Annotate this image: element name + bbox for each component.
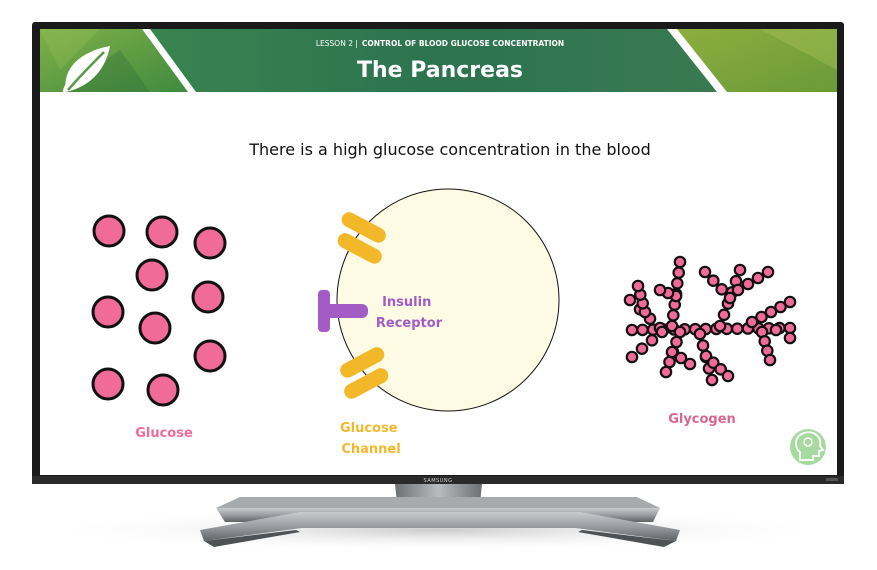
glucose-molecule (146, 373, 180, 407)
glucose-molecule (91, 295, 125, 329)
glucose-channel-label-line2: Channel (341, 442, 400, 457)
glycogen-unit (673, 325, 687, 339)
glucose-channel-label-line1: Glucose (340, 421, 398, 436)
glycogen-unit (673, 255, 687, 269)
glycogen-unit (670, 276, 684, 290)
leaf-icon (62, 46, 110, 93)
glycogen-unit (666, 308, 680, 322)
glycogen-unit (655, 325, 669, 339)
glucose-channel-top (337, 212, 386, 264)
glycogen-unit (751, 271, 765, 285)
glycogen-unit (670, 335, 683, 349)
insulin-receptor-label: Insulin Receptor (376, 295, 443, 331)
glycogen-unit (659, 365, 673, 379)
glucose-molecule (191, 280, 225, 314)
glycogen-unit (674, 351, 688, 365)
lesson-title: CONTROL OF BLOOD GLUCOSE CONCENTRATION (362, 39, 564, 48)
cell (336, 188, 560, 412)
glycogen-unit (635, 342, 649, 355)
glycogen-unit (733, 263, 747, 277)
glycogen-unit (715, 282, 728, 296)
glycogen-unit (717, 308, 731, 322)
glycogen-unit (783, 321, 797, 335)
glycogen-unit (683, 357, 697, 371)
glycogen-unit (663, 355, 676, 369)
glycogen-unit (636, 323, 649, 337)
glycogen-unit (706, 274, 720, 287)
tv-power-led (826, 478, 838, 481)
page-title: The Pancreas (357, 58, 523, 83)
insulin-receptor (318, 290, 368, 332)
glucose-channel-bottom (340, 347, 389, 399)
glycogen-unit (783, 295, 797, 309)
glucose-channel-label: Glucose Channel (340, 421, 402, 457)
glycogen-unit (763, 353, 777, 367)
glucose-molecule (92, 214, 126, 248)
slide-statement: There is a high glucose concentration in… (248, 140, 650, 159)
glycogen-unit (755, 310, 768, 324)
glucose-molecule (145, 215, 179, 249)
tv-brand: SAMSUNG (424, 478, 453, 484)
glycogen-unit (721, 369, 735, 383)
glycogen-unit (730, 322, 744, 335)
glycogen-unit (696, 339, 710, 352)
head-brain-icon (790, 429, 826, 465)
glycogen-unit (623, 293, 637, 307)
glycogen-unit (625, 323, 639, 337)
slide-screen: LESSON 2 | CONTROL OF BLOOD GLUCOSE CONCE… (40, 29, 837, 475)
glycogen-unit (764, 305, 778, 319)
glycogen-unit (761, 265, 775, 279)
glycogen-unit (653, 283, 667, 297)
glycogen-unit (705, 373, 719, 387)
glucose-molecule (193, 339, 227, 373)
glycogen-molecule (623, 255, 797, 387)
glucose-molecule (138, 311, 172, 345)
glycogen-unit (672, 266, 685, 279)
glycogen-unit (783, 331, 797, 345)
glucose-molecule (91, 367, 125, 401)
glycogen-unit (741, 277, 755, 291)
glycogen-unit (698, 265, 712, 279)
glucose-label: Glucose (135, 426, 193, 441)
glycogen-unit (723, 291, 737, 305)
glycogen-unit (693, 327, 707, 341)
glycogen-unit (769, 323, 783, 337)
insulin-receptor-label-line2: Receptor (376, 316, 443, 331)
glycogen-unit (631, 279, 645, 293)
lesson-number: LESSON 2 | (316, 39, 358, 48)
glycogen-unit (774, 300, 787, 314)
glycogen-unit (745, 315, 759, 329)
slide-header: LESSON 2 | CONTROL OF BLOOD GLUCOSE CONCE… (40, 29, 837, 93)
glycogen-unit (731, 283, 745, 297)
glycogen-unit (625, 350, 639, 364)
tv-stand (200, 484, 680, 547)
glycogen-unit (645, 333, 659, 347)
insulin-receptor-label-line1: Insulin (382, 295, 431, 310)
glucose-molecule (135, 258, 169, 292)
glycogen-unit (665, 345, 679, 359)
glycogen-unit (713, 319, 727, 333)
lesson-label: LESSON 2 | CONTROL OF BLOOD GLUCOSE CONCE… (316, 39, 564, 48)
glucose-molecule (193, 226, 227, 260)
glycogen-label: Glycogen (668, 412, 736, 427)
glucose-molecules (91, 214, 227, 407)
